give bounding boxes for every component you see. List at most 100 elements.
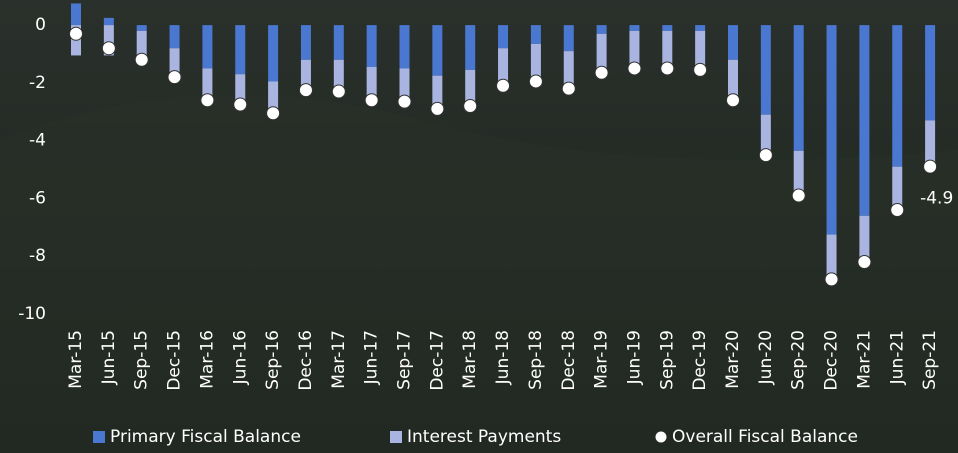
dot bbox=[200, 93, 215, 108]
y-tick-label: 0 bbox=[35, 15, 46, 35]
x-tick-label: Mar-19 bbox=[592, 330, 612, 389]
x-tick-label: Dec-15 bbox=[165, 330, 185, 391]
x-tick-label: Mar-15 bbox=[66, 330, 86, 389]
bar bbox=[202, 25, 213, 69]
y-tick-label: -6 bbox=[29, 188, 46, 208]
legend-swatch bbox=[655, 431, 667, 443]
bar bbox=[760, 25, 771, 115]
bar bbox=[892, 25, 903, 167]
bar bbox=[366, 67, 377, 101]
x-tick-label: Jun-16 bbox=[230, 330, 250, 385]
x-tick-label: Dec-19 bbox=[690, 330, 710, 391]
bar bbox=[892, 166, 903, 210]
bar bbox=[465, 25, 476, 70]
dot bbox=[430, 101, 445, 116]
x-tick-label: Jun-17 bbox=[362, 330, 382, 385]
dot bbox=[726, 93, 740, 108]
y-tick-label: -10 bbox=[18, 304, 46, 324]
dot bbox=[660, 61, 675, 76]
bar bbox=[465, 69, 476, 106]
dot bbox=[167, 70, 182, 85]
bar bbox=[432, 25, 443, 76]
bar bbox=[71, 3, 81, 26]
bar bbox=[530, 25, 541, 44]
x-tick-label: Jun-19 bbox=[624, 330, 644, 385]
y-tick-label: -8 bbox=[29, 246, 46, 266]
x-tick-label: Sep-20 bbox=[789, 330, 809, 390]
legend-swatch bbox=[390, 431, 402, 443]
bar bbox=[530, 43, 541, 82]
bar bbox=[695, 25, 706, 31]
dot bbox=[266, 106, 281, 121]
bar bbox=[925, 120, 936, 167]
x-tick-label: Sep-18 bbox=[526, 330, 546, 390]
x-tick-label: Jun-21 bbox=[887, 330, 907, 385]
bar bbox=[300, 59, 311, 91]
x-tick-label: Mar-18 bbox=[460, 330, 480, 389]
dot bbox=[824, 272, 839, 287]
bar bbox=[498, 25, 509, 49]
dot bbox=[890, 203, 905, 217]
dot bbox=[331, 84, 346, 99]
bar bbox=[629, 30, 640, 69]
x-tick-label: Sep-17 bbox=[395, 330, 415, 390]
bar bbox=[728, 25, 738, 60]
background-hill bbox=[0, 94, 958, 453]
bar bbox=[596, 25, 607, 34]
bar bbox=[662, 25, 673, 31]
dot bbox=[298, 83, 313, 98]
legend-swatch bbox=[93, 431, 105, 443]
dot bbox=[791, 188, 806, 203]
bar bbox=[333, 25, 344, 60]
x-tick-label: Mar-16 bbox=[197, 330, 217, 389]
data-label: -4.9 bbox=[920, 189, 953, 209]
bar bbox=[728, 59, 738, 101]
bar bbox=[202, 68, 213, 101]
x-tick-label: Dec-20 bbox=[822, 330, 842, 391]
bar bbox=[793, 25, 804, 151]
x-tick-label: Dec-17 bbox=[427, 330, 447, 391]
bar bbox=[268, 25, 279, 82]
x-tick-label: Sep-21 bbox=[920, 330, 940, 390]
dot bbox=[594, 65, 609, 80]
bar bbox=[859, 215, 870, 262]
dot bbox=[496, 78, 511, 93]
dot bbox=[693, 62, 708, 77]
dot bbox=[463, 99, 478, 113]
bar bbox=[235, 74, 246, 105]
bar bbox=[629, 25, 640, 31]
bar bbox=[136, 25, 147, 31]
x-tick-label: Sep-16 bbox=[263, 330, 283, 390]
x-tick-label: Mar-20 bbox=[723, 330, 743, 389]
bar bbox=[695, 30, 706, 70]
dot bbox=[233, 97, 248, 112]
dot bbox=[561, 81, 576, 96]
dot bbox=[134, 52, 149, 67]
bar bbox=[826, 234, 837, 280]
dot bbox=[758, 148, 773, 163]
bar bbox=[760, 114, 771, 156]
bar bbox=[826, 25, 837, 235]
dot bbox=[101, 41, 116, 56]
dot bbox=[364, 93, 379, 108]
dot bbox=[528, 74, 543, 89]
bar bbox=[925, 25, 936, 121]
x-tick-label: Mar-17 bbox=[329, 330, 349, 389]
bar bbox=[662, 30, 673, 69]
bar bbox=[563, 51, 574, 89]
legend-label: Interest Payments bbox=[407, 427, 561, 447]
bar bbox=[235, 25, 246, 75]
bar bbox=[563, 25, 574, 52]
bar bbox=[366, 25, 377, 67]
bar bbox=[169, 25, 180, 49]
bar bbox=[432, 75, 443, 109]
bar bbox=[136, 30, 147, 60]
dot bbox=[857, 255, 872, 269]
x-tick-label: Jun-18 bbox=[493, 330, 513, 385]
x-tick-label: Jun-20 bbox=[756, 330, 776, 385]
bar bbox=[399, 25, 410, 69]
bar bbox=[169, 48, 180, 78]
bar bbox=[596, 33, 607, 73]
dot bbox=[69, 26, 83, 41]
